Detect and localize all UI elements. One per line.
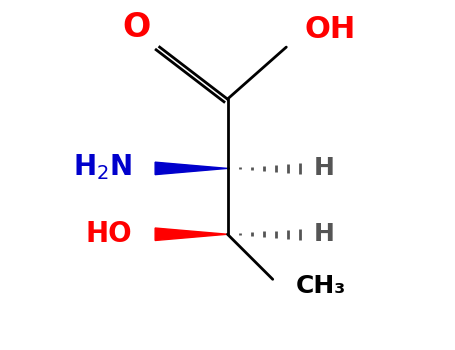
Text: H: H: [313, 156, 334, 180]
Polygon shape: [155, 162, 228, 175]
Text: HO: HO: [86, 220, 132, 248]
Text: CH₃: CH₃: [295, 274, 346, 298]
Text: OH: OH: [304, 15, 356, 44]
Text: H: H: [313, 222, 334, 246]
Polygon shape: [155, 228, 228, 240]
Text: H$_2$N: H$_2$N: [73, 152, 132, 182]
Text: O: O: [122, 10, 151, 44]
